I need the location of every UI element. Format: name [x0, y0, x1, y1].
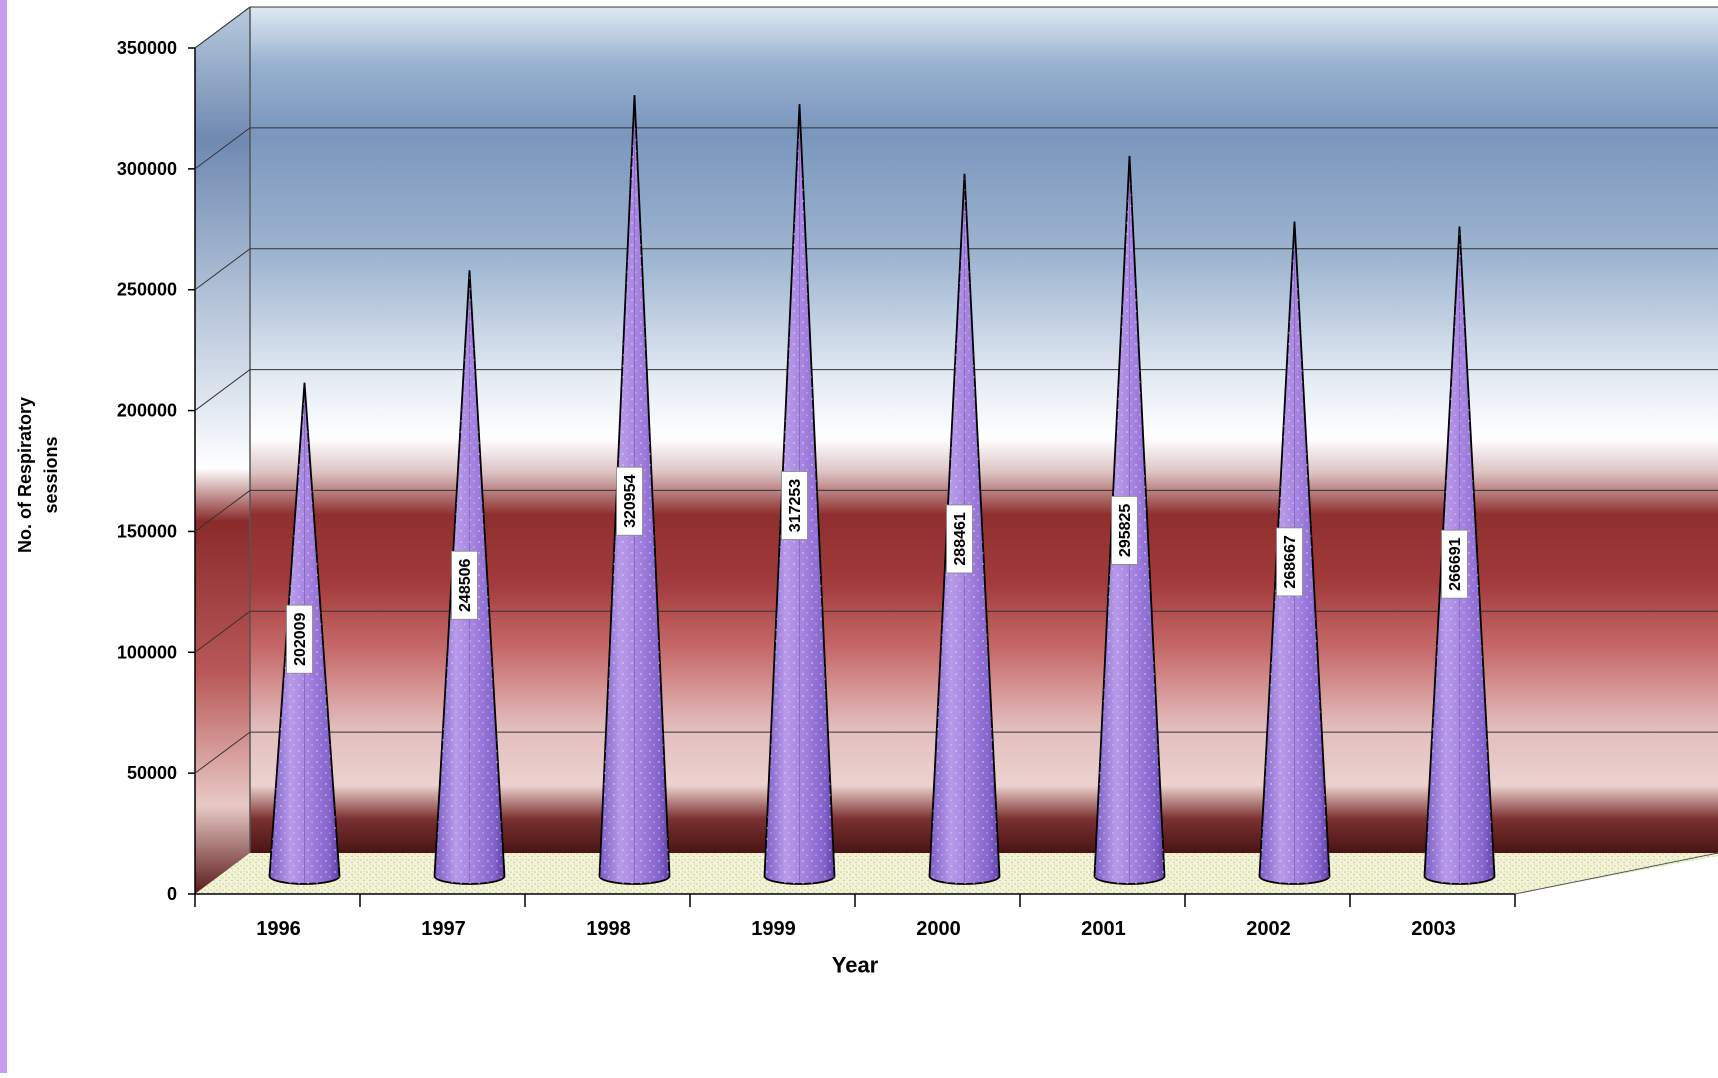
y-tick-label: 350000	[117, 38, 177, 58]
data-label: 268667	[1282, 535, 1299, 588]
cone-2001: 295825	[1093, 155, 1166, 885]
data-label-box	[781, 471, 808, 540]
gridline-side	[194, 127, 251, 170]
data-label-group: 295825	[1111, 495, 1138, 565]
data-label-group: 202009	[286, 604, 313, 674]
cone-2003: 266691	[1423, 226, 1496, 885]
data-label: 288461	[952, 512, 969, 565]
y-tick-label: 50000	[127, 763, 177, 783]
x-axis-title: Year	[832, 953, 879, 978]
y-tick-label: 250000	[117, 280, 177, 300]
data-label-group: 248506	[451, 550, 478, 620]
data-label-group: 317253	[781, 471, 808, 540]
data-label-box	[1111, 495, 1138, 565]
x-tick-label: 2001	[1081, 918, 1126, 940]
y-axis-title-line-2: sessions	[41, 436, 61, 513]
data-label-group: 320954	[616, 466, 643, 536]
cone-2000: 288461	[928, 173, 1001, 885]
gridline-side	[194, 610, 251, 653]
y-tick-label: 300000	[117, 159, 177, 179]
x-tick-label: 2000	[916, 918, 961, 940]
data-label-box	[1276, 527, 1303, 597]
x-tick-label: 2003	[1411, 918, 1456, 940]
cone-2002: 268667	[1258, 221, 1331, 885]
gridline-side	[194, 490, 251, 532]
gridline-side	[194, 369, 251, 411]
data-label-box	[616, 466, 643, 536]
x-tick-label: 1998	[586, 918, 631, 940]
data-label: 317253	[787, 479, 804, 532]
y-tick-label: 150000	[117, 521, 177, 541]
x-tick-label: 1997	[421, 918, 466, 940]
y-axis-title-line-1: No. of Respiratory	[15, 397, 35, 553]
gridline-side	[194, 6, 251, 49]
chart-side-wall	[195, 7, 250, 894]
cone-1996: 202009	[268, 382, 341, 885]
data-label: 202009	[292, 612, 309, 665]
cone-1998: 320954	[598, 95, 671, 885]
data-label-group: 268667	[1276, 527, 1303, 597]
left-edge-stripe	[0, 0, 7, 1073]
y-tick-label: 100000	[117, 642, 177, 662]
gridline-side	[194, 731, 251, 774]
gridline-side	[194, 248, 251, 291]
data-label-box	[451, 550, 478, 620]
cone-1997: 248506	[433, 270, 506, 885]
data-label-box	[286, 604, 313, 674]
data-label: 320954	[622, 474, 639, 527]
data-label: 248506	[457, 558, 474, 611]
x-tick-label: 1996	[256, 918, 301, 940]
y-tick-label: 200000	[117, 401, 177, 421]
cone-1999: 317253	[763, 104, 836, 885]
data-label-box	[1441, 529, 1468, 599]
data-label: 266691	[1447, 537, 1464, 590]
x-tick-label: 2002	[1246, 918, 1291, 940]
x-tick-label: 1999	[751, 918, 796, 940]
data-label: 295825	[1117, 504, 1134, 557]
data-label-group: 288461	[946, 504, 973, 574]
data-label-group: 266691	[1441, 529, 1468, 599]
data-label-box	[946, 504, 973, 574]
y-tick-label: 0	[167, 884, 177, 904]
